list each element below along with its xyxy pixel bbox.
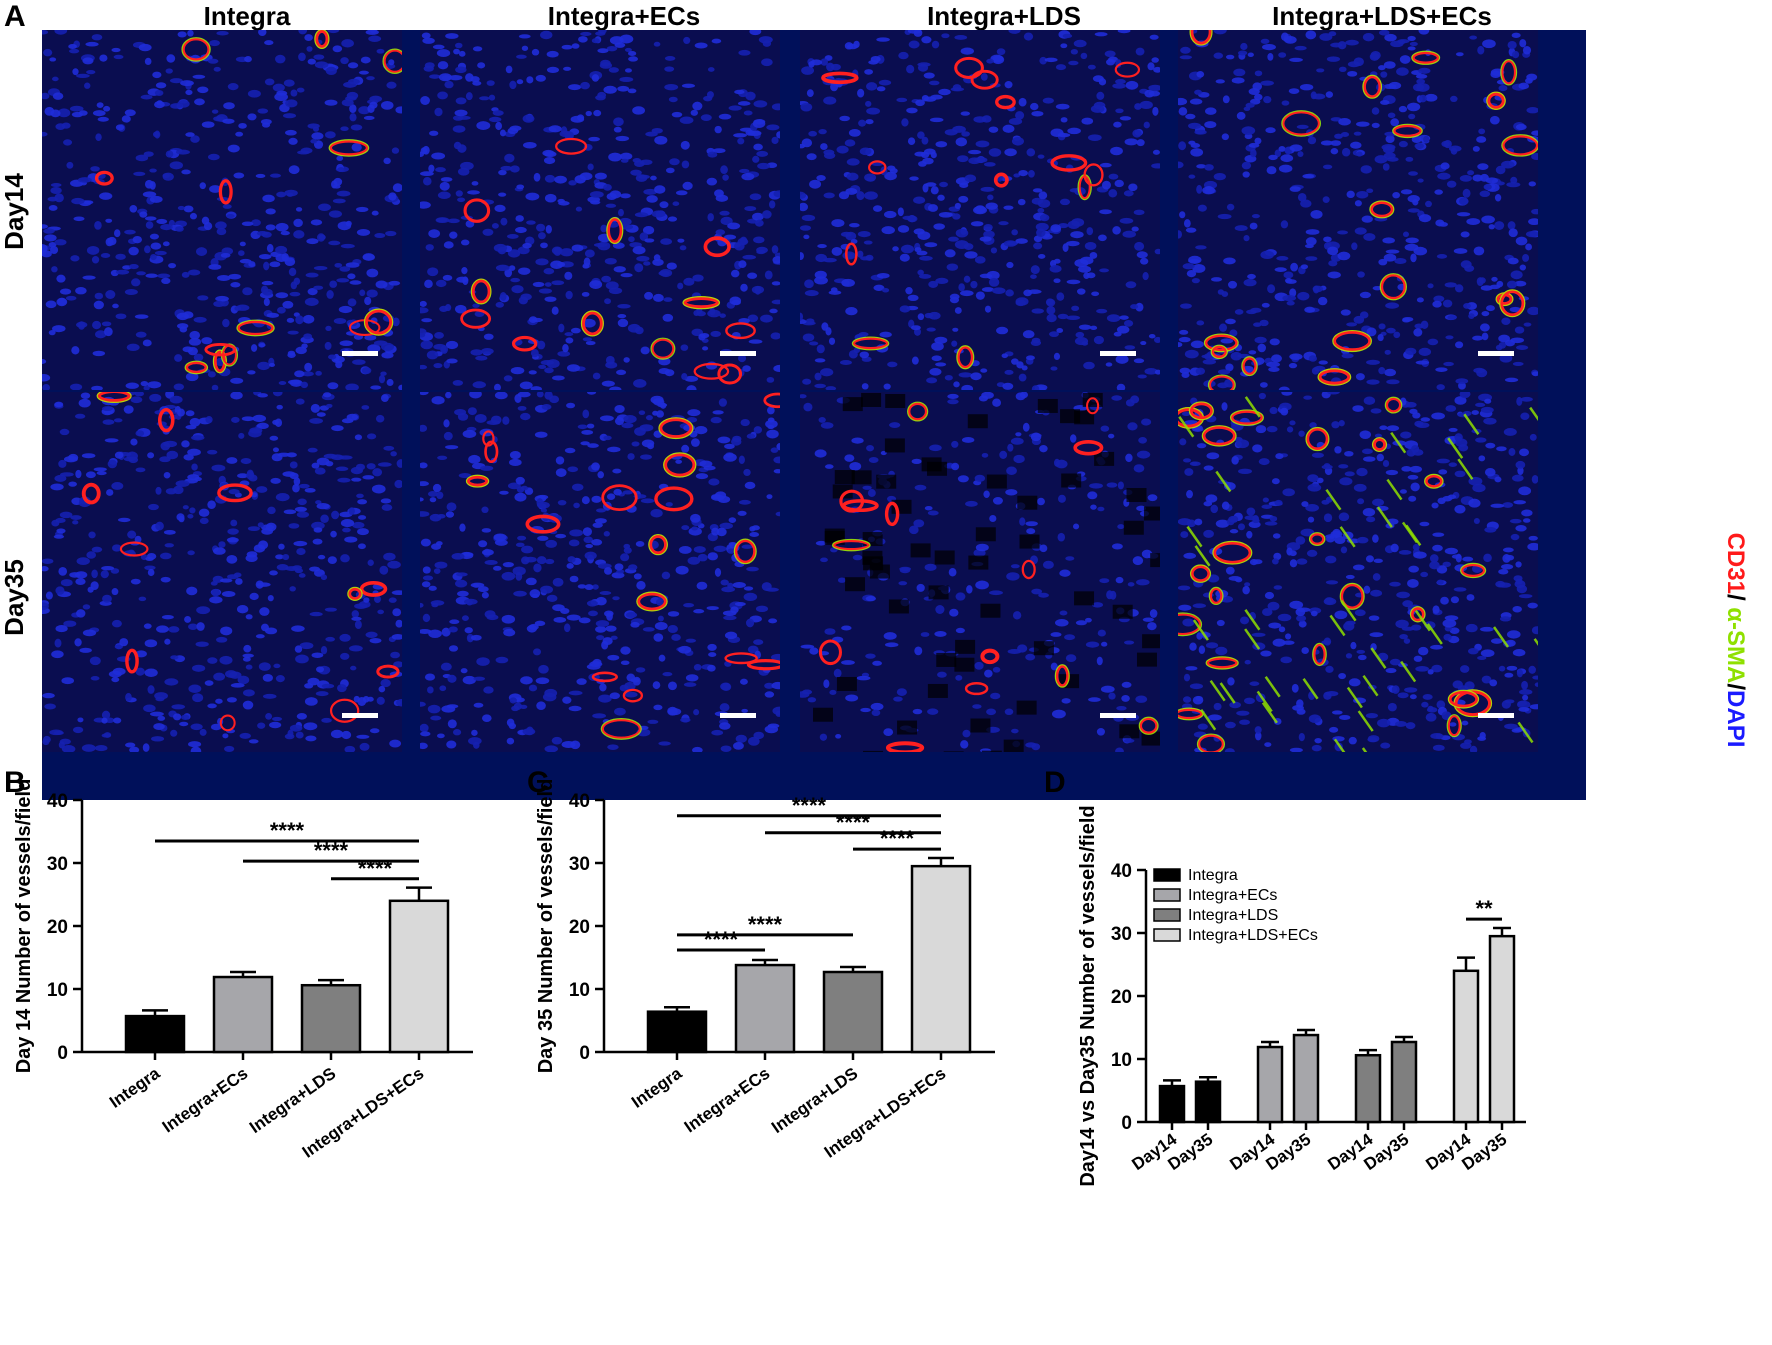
chart-d-significance-label: ** [1475, 896, 1493, 921]
chart-d: 0 10 20 30 40 Day14 vs Day35 Number of vessel… [1046, 780, 1566, 1345]
micrograph-day14-3 [800, 30, 1208, 438]
scale-bar [1478, 351, 1514, 356]
chart-c-significance-label: **** [880, 826, 915, 851]
chart-b-x-tick-label: Integra [106, 1063, 164, 1111]
panel-label-d: D [1044, 766, 1066, 799]
chart-d-bar [1390, 1040, 1418, 1124]
chart-b-y-axis-label: Day 14 Number of vessels/field [13, 780, 35, 1073]
chart-d-y-tick-label: 10 [1111, 1050, 1132, 1071]
chart-d-y-tick-label: 0 [1121, 1113, 1132, 1134]
micrograph-day14-1 [42, 30, 450, 438]
micrograph-day14-4 [1178, 30, 1586, 438]
chart-d-y-tick-label: 40 [1111, 861, 1132, 882]
chart-b-bar [212, 975, 274, 1054]
chart-d-legend-label: Integra+LDS+ECs [1188, 927, 1318, 944]
chart-b: 0 10 20 30 40 Day 14 Number of vessels/field I… [0, 779, 520, 1185]
chart-d-legend-swatch [1153, 928, 1181, 942]
column-header-integra-lds-ecs: Integra+LDS+ECs [1272, 1, 1492, 31]
chart-d-legend-label: Integra+LDS [1188, 907, 1278, 924]
scale-bar [342, 713, 378, 718]
chart-d-bar [1194, 1080, 1222, 1124]
chart-c-significance-label: **** [792, 793, 827, 818]
chart-d-bar [1256, 1045, 1284, 1124]
chart-d-bar [1354, 1053, 1382, 1124]
panel-label-a: A [4, 0, 26, 33]
chart-b-y-tick-label: 0 [57, 1043, 68, 1064]
micrograph-day35-1 [42, 392, 450, 800]
chart-b-significance-label: **** [358, 856, 393, 881]
chart-d-bar [1292, 1033, 1320, 1124]
panel-label-b: B [4, 766, 26, 799]
chart-d-legend-label: Integra+ECs [1188, 887, 1277, 904]
chart-b-x-tick-label: Integra+ECs [159, 1064, 252, 1137]
column-header-integra: Integra [203, 1, 291, 31]
chart-c-x-tick-label: Integra+ECs [681, 1064, 774, 1137]
chart-c-y-tick-label: 30 [569, 854, 590, 875]
chart-b-y-tick-label: 40 [47, 791, 68, 812]
chart-d-legend-label: Integra [1188, 867, 1238, 884]
chart-d-y-tick-label: 20 [1111, 987, 1132, 1008]
chart-d-y-axis-label: Day14 vs Day35 Number of vessels/field [1077, 805, 1099, 1186]
chart-c-bar [734, 963, 796, 1054]
scale-bar [720, 713, 756, 718]
micrograph-day35-2 [420, 392, 828, 800]
chart-b-svg: 0 10 20 30 40 Day 14 Number of vessels/field I… [13, 779, 473, 1162]
chart-d-legend-swatch [1153, 908, 1181, 922]
chart-b-y-tick-label: 20 [47, 917, 68, 938]
stain-dapi: DAPI [1722, 690, 1749, 748]
scale-bar [720, 351, 756, 356]
chart-b-bar [124, 1014, 186, 1054]
chart-d-legend-swatch [1153, 868, 1181, 882]
scale-bar [1100, 351, 1136, 356]
chart-b-bar [388, 899, 450, 1054]
scale-bar [1100, 713, 1136, 718]
chart-d-legend-swatch [1153, 888, 1181, 902]
chart-b-y-tick-label: 30 [47, 854, 68, 875]
chart-c-y-tick-label: 10 [569, 980, 590, 1001]
micrograph-day14-2 [420, 30, 828, 438]
chart-c-y-tick-label: 0 [579, 1043, 590, 1064]
chart-b-significance-label: **** [270, 818, 305, 843]
chart-c-svg: 0 10 20 30 40 Day 35 Number of vessels/field I… [535, 779, 995, 1162]
chart-b-significance-label: **** [314, 838, 349, 863]
stain-asma: α-SMA [1722, 607, 1749, 684]
column-header-integra-lds: Integra+LDS [927, 1, 1081, 31]
chart-c-y-axis-label: Day 35 Number of vessels/field [535, 780, 557, 1073]
chart-b-x-tick-label: Integra+LDS [246, 1064, 339, 1137]
chart-d-bar [1488, 934, 1516, 1124]
chart-c-bar [910, 864, 972, 1054]
micrograph-day35-4 [1178, 392, 1586, 800]
row-header-day14: Day14 [0, 173, 29, 250]
chart-b-bar [300, 983, 362, 1054]
chart-c-y-tick-label: 40 [569, 791, 590, 812]
micrograph-day35-3 [800, 392, 1208, 800]
column-header-integra-ecs: Integra+ECs [547, 1, 701, 31]
chart-c: 0 10 20 30 40 Day 35 Number of vessels/field I… [522, 779, 1042, 1185]
chart-d-y-tick-label: 30 [1111, 924, 1132, 945]
chart-c-x-tick-label: Integra+LDS [768, 1064, 861, 1137]
stain-sep-1: / [1722, 593, 1749, 608]
chart-c-x-tick-label: Integra [628, 1063, 686, 1111]
chart-c-significance-label: **** [704, 927, 739, 952]
chart-c-significance-label: **** [836, 810, 871, 835]
chart-c-bar [646, 1010, 708, 1054]
row-header-day35: Day35 [0, 559, 29, 636]
scale-bar [342, 351, 378, 356]
chart-d-bar [1452, 969, 1480, 1124]
stain-legend: CD31/ α-SMA/DAPI [1721, 533, 1749, 748]
stain-cd31: CD31 [1722, 532, 1749, 594]
chart-d-bar [1158, 1084, 1186, 1124]
chart-c-y-tick-label: 20 [569, 917, 590, 938]
panel-label-c: C [527, 766, 549, 799]
chart-c-bar [822, 970, 884, 1054]
chart-c-significance-label: **** [748, 912, 783, 937]
chart-b-y-tick-label: 10 [47, 980, 68, 1001]
scale-bar [1478, 713, 1514, 718]
chart-d-svg: 0 10 20 30 40 Day14 vs Day35 Number of vessel… [1077, 805, 1526, 1187]
